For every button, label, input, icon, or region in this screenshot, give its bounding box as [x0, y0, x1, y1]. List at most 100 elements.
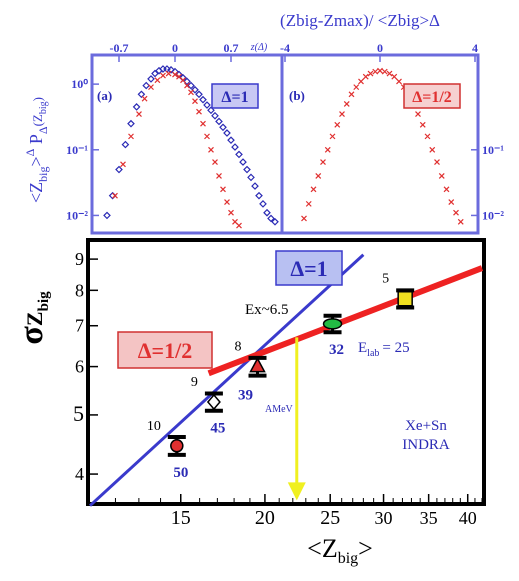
panel-b-point — [334, 121, 341, 128]
panel-a-point — [187, 81, 195, 90]
data-point — [206, 393, 221, 411]
main-panel: 10 50 9 45 8 39 32 5 — [88, 253, 484, 507]
panel-b-y-tick-label: 10⁻² — [482, 208, 504, 222]
panel-b-point — [419, 121, 426, 128]
panel-a-point — [137, 90, 146, 99]
panel-b-point — [324, 146, 331, 153]
panel-a-point — [251, 182, 259, 190]
panel-a-tag: (a) — [97, 88, 112, 103]
data-point — [322, 318, 343, 330]
panel-b-point — [348, 91, 355, 98]
panel-a-point — [203, 101, 211, 109]
panel-b-point — [372, 68, 379, 75]
panel-a-point — [200, 120, 206, 127]
panel-a-point — [247, 173, 255, 182]
panel-a-point — [184, 82, 190, 89]
panel-a-point — [215, 117, 223, 126]
panel-a-point — [120, 161, 126, 168]
data-point — [249, 357, 266, 373]
top-axis-title: (Zbig-Zmax)/ <Zbig>Δ — [280, 11, 440, 30]
panel-a-point — [216, 172, 222, 179]
panel-a-y-tick-label: 10⁰ — [71, 77, 88, 91]
panel-a-point — [180, 77, 186, 84]
data-point — [170, 439, 184, 453]
panel-a-point — [136, 111, 142, 117]
main-x-tick-label: 20 — [255, 507, 275, 529]
main-y-tick-label: 6 — [75, 357, 84, 377]
svg-text:<Zbig>Δ PΔ(Zbig): <Zbig>Δ PΔ(Zbig) — [23, 97, 50, 203]
panel-a-point — [227, 136, 235, 145]
panel-b-point — [415, 111, 421, 117]
panel-a-point — [121, 140, 130, 149]
panel-b-point — [424, 133, 431, 140]
delta-half-box-small-label: Δ=1/2 — [412, 89, 452, 106]
point-label-beam-energy: 32 — [329, 342, 344, 358]
panel-b-point — [396, 78, 402, 85]
panel-a-point — [147, 75, 155, 83]
main-y-tick-label: 5 — [73, 401, 84, 426]
delta-half-box-small — [403, 83, 461, 109]
panel-b-point — [386, 70, 393, 77]
panel-b-point — [315, 172, 322, 179]
upper-y-axis-label: <Zbig>Δ PΔ(Zbig) — [23, 97, 50, 203]
panel-a-point — [167, 65, 175, 74]
panel-a-point — [212, 159, 218, 165]
panel-a-point — [128, 133, 134, 140]
panel-b-x-tick-label: 4 — [472, 41, 478, 55]
panel-a-point — [243, 165, 251, 174]
panel-b-point — [353, 84, 360, 91]
system-label-line1: Xe+Sn — [405, 418, 447, 434]
panel-a-point — [141, 95, 148, 102]
ex-annotation: Ex~6.5 — [245, 302, 289, 318]
panel-a-point — [235, 150, 243, 159]
point-label-beam-energy: 50 — [173, 465, 188, 481]
point-label-energy: 10 — [147, 419, 161, 434]
panel-a-point — [224, 199, 230, 205]
panel-b-point — [305, 200, 312, 207]
panel-a-point — [196, 108, 202, 115]
panel-b-point — [453, 209, 459, 216]
panel-b-point — [457, 218, 464, 225]
main-y-tick-label: 9 — [75, 249, 84, 269]
data-point — [397, 290, 413, 307]
svg-text:<Zbig>: <Zbig> — [307, 534, 373, 567]
panel-a-point — [175, 70, 183, 79]
panel-b-point — [358, 78, 364, 85]
panel-a-point — [259, 200, 267, 208]
panel-a-point — [199, 95, 207, 104]
panel-b-point — [362, 73, 369, 80]
panel-a-point — [115, 165, 123, 174]
panel-b-tag: (b) — [289, 88, 305, 103]
main-y-tick-label: 7 — [75, 316, 84, 336]
panel-b-point — [339, 111, 345, 117]
elab-annotation: Elab = 25 — [358, 340, 410, 359]
panel-b-point — [343, 100, 350, 107]
panel-a-point — [219, 123, 227, 132]
fit-line-delta-half — [207, 265, 484, 377]
panel-a-point — [148, 84, 154, 91]
panel-a-point — [239, 158, 247, 166]
panel-a-point — [223, 129, 231, 137]
panel-a-point — [165, 70, 172, 77]
panel-a-point — [228, 209, 234, 216]
main-x-tick-label: 35 — [420, 508, 438, 528]
panel-a-point — [204, 133, 210, 140]
panel-a-point — [112, 192, 118, 199]
system-label-line2: INDRA — [402, 437, 450, 453]
main-y-axis-label: σZbig — [13, 291, 52, 345]
main-x-tick-label: 25 — [320, 507, 340, 529]
panel-a-point — [220, 186, 226, 193]
panel-b-point — [367, 70, 374, 77]
delta1-box-small — [211, 83, 259, 109]
main-y-tick-label: 8 — [75, 280, 84, 300]
yellow-arrow-head — [287, 482, 306, 501]
panel-a-point — [255, 191, 263, 200]
main-y-tick-label: 4 — [75, 464, 84, 484]
panel-a-point — [154, 77, 161, 84]
svg-text:σZbig: σZbig — [13, 291, 52, 345]
panel-a-point — [231, 143, 239, 151]
panel-a-point — [192, 98, 198, 105]
panel-a-point — [183, 77, 191, 86]
delta1-box-main-label: Δ=1 — [290, 256, 327, 281]
panel-b-point — [381, 68, 388, 75]
